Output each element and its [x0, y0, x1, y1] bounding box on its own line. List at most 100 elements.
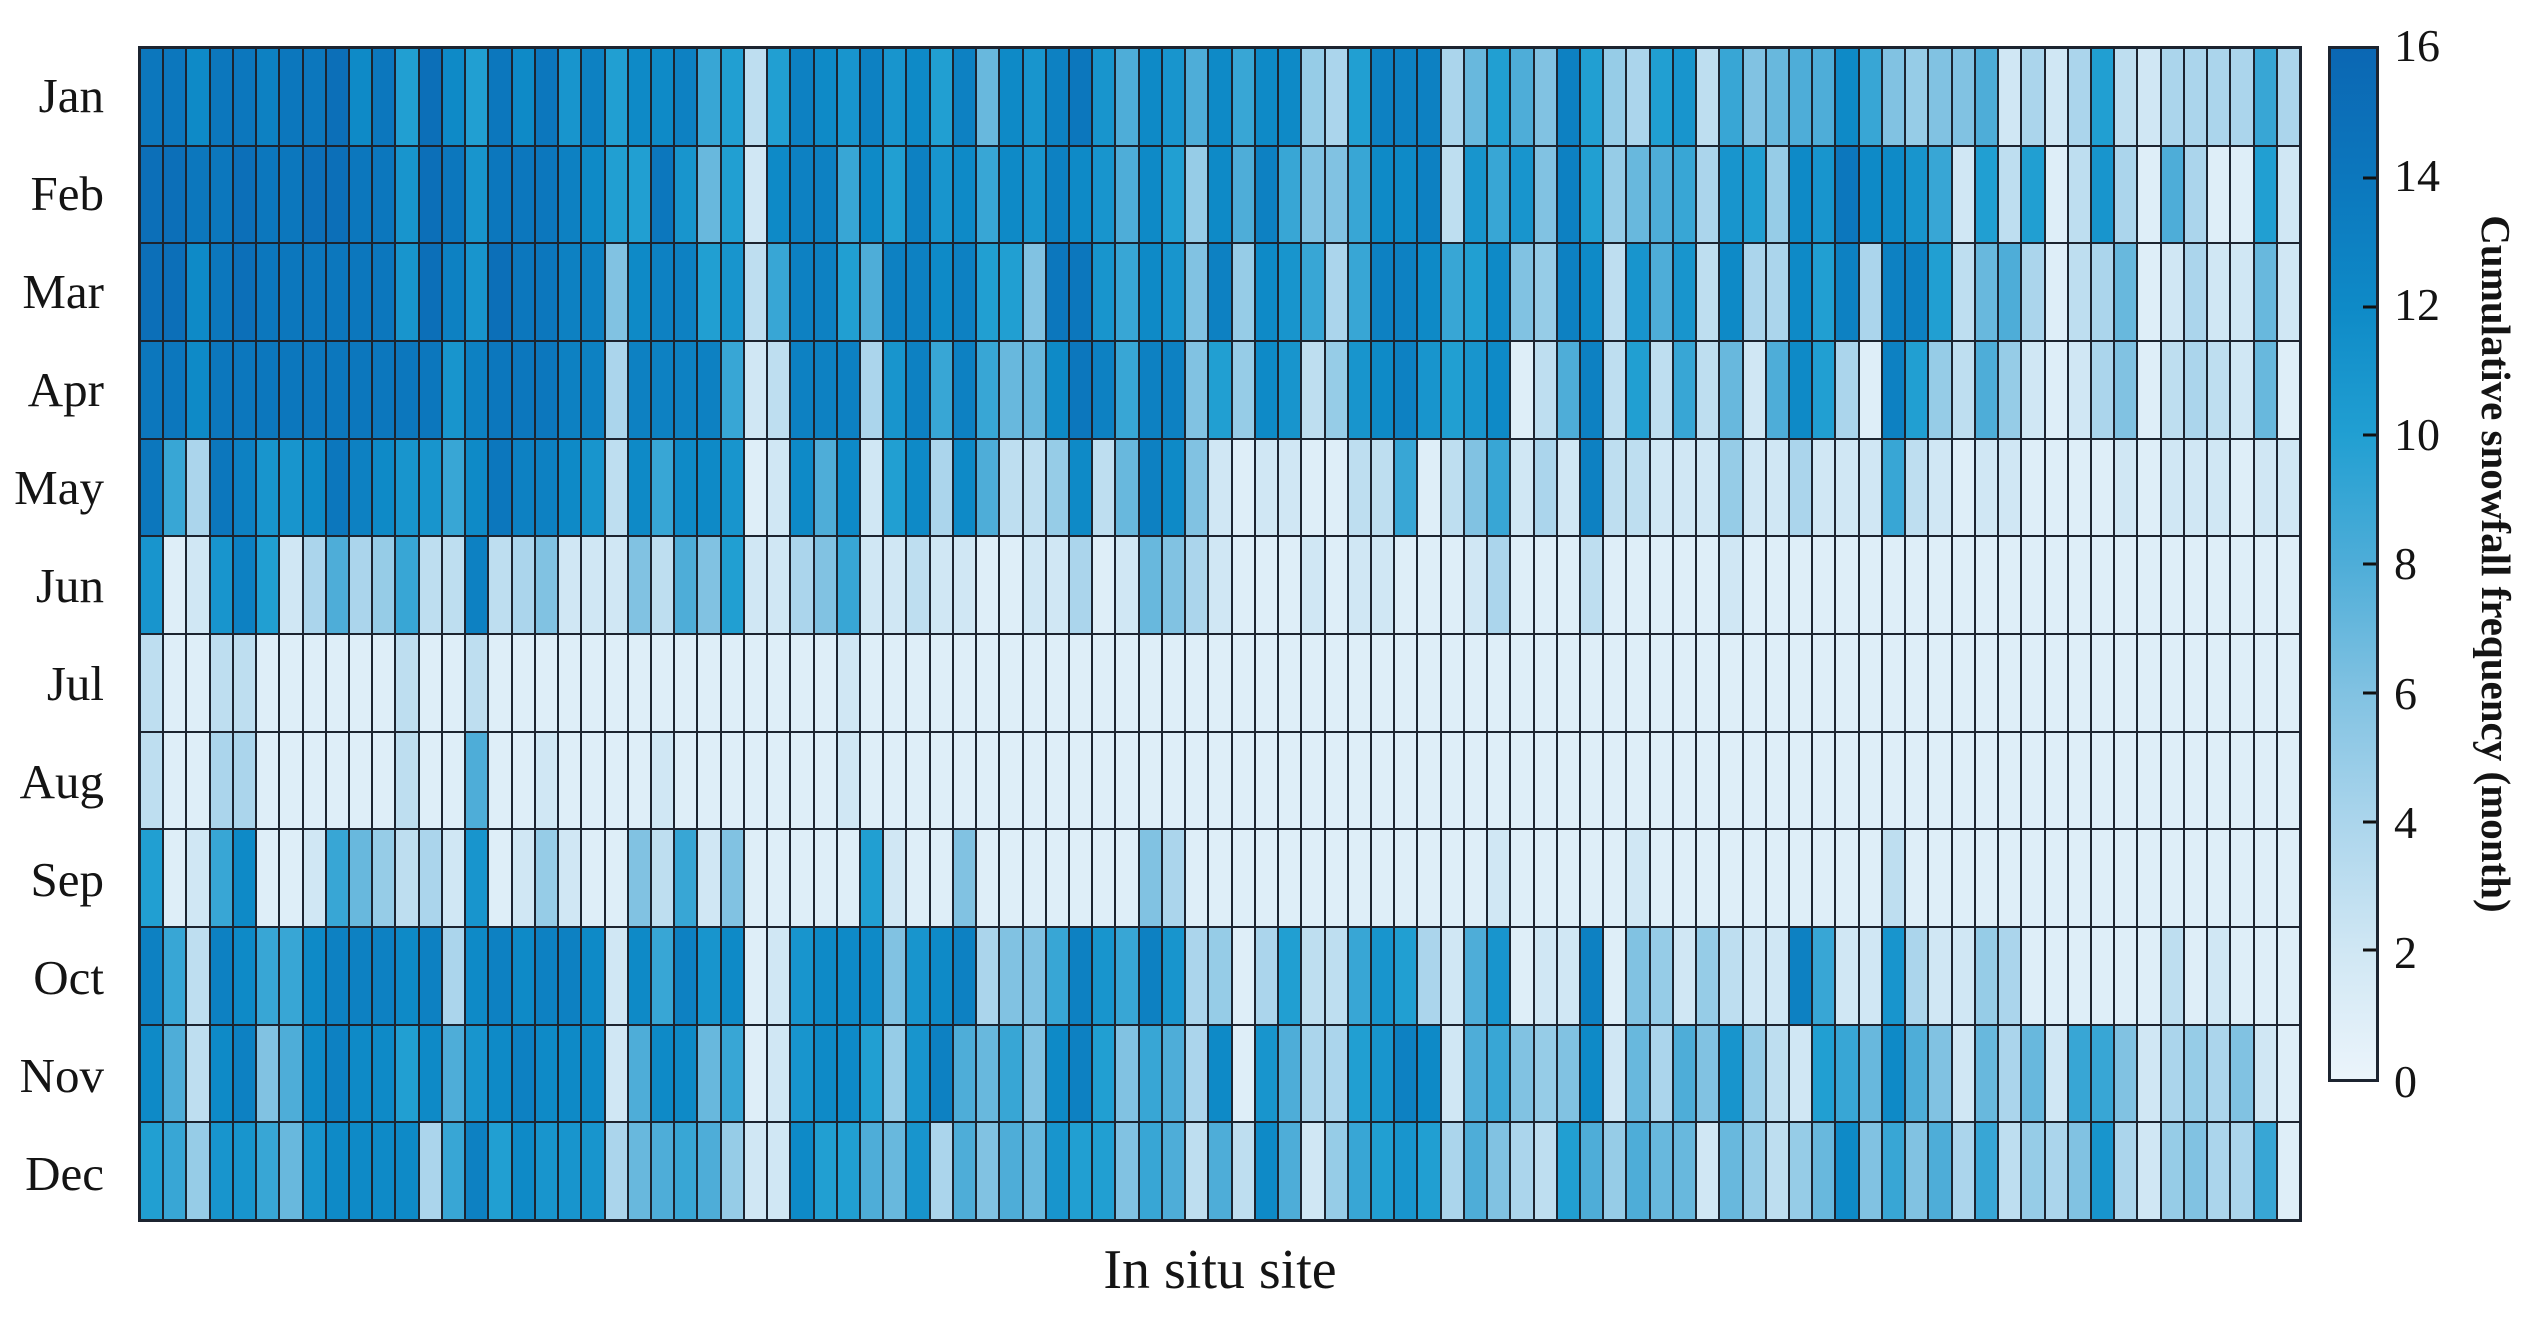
heatmap-cell [1859, 244, 1881, 340]
heatmap-cell [2208, 1123, 2230, 1219]
heatmap-cell [2231, 830, 2253, 926]
heatmap-cell [2277, 341, 2299, 438]
heatmap-cell [141, 1025, 163, 1122]
heatmap-cell [1255, 1123, 1278, 1219]
heatmap-cell [628, 1025, 650, 1122]
heatmap-cell [303, 537, 325, 633]
heatmap-cell [280, 1025, 302, 1122]
heatmap-cell [396, 49, 418, 145]
heatmap-cell [2161, 1123, 2183, 1219]
heatmap-cell [1162, 244, 1185, 340]
heatmap-cell [1534, 830, 1556, 926]
heatmap-cell [1488, 927, 1510, 1024]
heatmap-cell [1697, 146, 1719, 243]
heatmap-cell [1139, 537, 1161, 633]
heatmap-cell [628, 341, 650, 438]
heatmap-cell [2277, 927, 2299, 1024]
heatmap-cell [1162, 439, 1185, 536]
heatmap-cell [675, 1123, 697, 1219]
heatmap-cell [1116, 49, 1138, 145]
heatmap-cell [141, 49, 163, 145]
heatmap-cell [326, 927, 349, 1024]
heatmap-cell [1673, 1123, 1696, 1219]
heatmap-cell [233, 830, 256, 926]
heatmap-cell [791, 927, 813, 1024]
heatmap-cell [466, 732, 488, 829]
heatmap-cell [442, 244, 465, 340]
heatmap-cell [698, 830, 720, 926]
heatmap-cell [1975, 49, 1998, 145]
heatmap-cell [350, 830, 372, 926]
heatmap-cell [1882, 49, 1905, 145]
heatmap-cell [2045, 146, 2067, 243]
heatmap-cell [1488, 146, 1510, 243]
heatmap-cell [721, 1123, 743, 1219]
heatmap-cell [1766, 927, 1789, 1024]
heatmap-cell [582, 1025, 604, 1122]
heatmap-cell [721, 830, 743, 926]
heatmap-cell [1720, 1123, 1742, 1219]
heatmap-cell [350, 1025, 372, 1122]
heatmap-cell [1511, 49, 1533, 145]
colorbar-tick-label: 8 [2394, 538, 2417, 589]
heatmap-cell [698, 732, 720, 829]
heatmap-cell [1488, 1025, 1510, 1122]
heatmap-cell [489, 732, 511, 829]
heatmap-cell [1581, 244, 1603, 340]
heatmap-cell [1464, 634, 1487, 731]
heatmap-cell [1882, 1123, 1905, 1219]
heatmap-cell [535, 732, 558, 829]
heatmap-cell [1302, 1123, 1324, 1219]
heatmap-cell [2091, 830, 2114, 926]
heatmap-cell [2277, 244, 2299, 340]
heatmap-cell [2138, 49, 2160, 145]
colorbar-tick [2363, 433, 2376, 437]
heatmap-cell [2138, 927, 2160, 1024]
heatmap-cell [953, 244, 976, 340]
heatmap-cell [280, 634, 302, 731]
heatmap-cell [303, 49, 325, 145]
heatmap-cell [326, 439, 349, 536]
heatmap-cell [1209, 146, 1231, 243]
heatmap-cell [1999, 1123, 2021, 1219]
month-label-jan: Jan [38, 67, 104, 123]
heatmap-cell [1255, 732, 1278, 829]
heatmap-cell [1766, 1025, 1789, 1122]
heatmap-cell [1627, 830, 1649, 926]
heatmap-cell [1836, 537, 1858, 633]
heatmap-cell [2091, 146, 2114, 243]
heatmap-cell [1255, 927, 1278, 1024]
heatmap-cell [512, 634, 534, 731]
heatmap-cell [1162, 1123, 1185, 1219]
heatmap-cell [930, 244, 952, 340]
heatmap-cell [1557, 732, 1579, 829]
heatmap-cell [1999, 830, 2021, 926]
heatmap-cell [675, 341, 697, 438]
heatmap-cell [326, 1123, 349, 1219]
heatmap-cell [1557, 830, 1579, 926]
month-label-jul: Jul [46, 655, 104, 711]
colorbar-tick [2363, 820, 2376, 823]
heatmap-cell [675, 439, 697, 536]
colorbar-tick-label: 4 [2394, 797, 2417, 848]
heatmap-cell [1116, 537, 1138, 633]
heatmap-cell [1766, 634, 1789, 731]
heatmap-cell [1697, 439, 1719, 536]
heatmap-cell [953, 439, 976, 536]
heatmap-cell [2045, 1123, 2067, 1219]
heatmap-cell [1186, 927, 1208, 1024]
heatmap-cell [1673, 927, 1696, 1024]
heatmap-cell [1070, 537, 1092, 633]
x-axis-label: In situ site [1103, 1239, 1337, 1301]
heatmap-cell [1488, 537, 1510, 633]
heatmap-cell [1906, 1123, 1928, 1219]
heatmap-cell [1836, 244, 1858, 340]
heatmap-cell [1186, 244, 1208, 340]
heatmap-cell [1859, 341, 1881, 438]
heatmap-cell [1906, 1025, 1928, 1122]
heatmap-cell [1790, 732, 1812, 829]
heatmap-cell [1743, 1025, 1765, 1122]
heatmap-cell [1000, 927, 1022, 1024]
heatmap-cell [1581, 146, 1603, 243]
heatmap-cell [651, 927, 674, 1024]
